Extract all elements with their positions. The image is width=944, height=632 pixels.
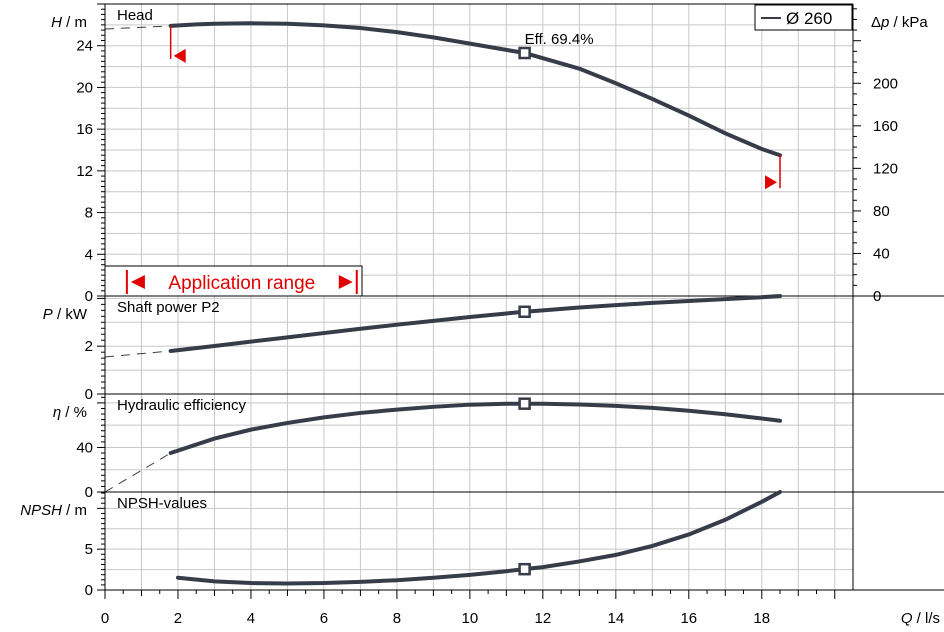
x-tick-label: 6 (320, 610, 328, 627)
power-curve (168, 294, 783, 353)
legend: Ø 260 (754, 4, 853, 31)
x-tick-label: 14 (607, 610, 624, 627)
y-axis-unit: kW (65, 306, 88, 323)
y-axis-sep: / (62, 502, 75, 519)
y-axis-unit: % (74, 404, 87, 421)
curve-extension (104, 25, 171, 30)
secondary-y-tick-label: 120 (873, 160, 898, 177)
y-axis-var: H (51, 14, 62, 31)
y-tick-label: 16 (76, 121, 93, 138)
y-axis-var: P (43, 306, 53, 323)
secondary-y-tick-label: 160 (873, 118, 898, 135)
y-tick-label: 5 (85, 541, 93, 558)
panel-title: NPSH-values (117, 495, 207, 512)
x-tick-label: 12 (535, 610, 552, 627)
curve-extension (104, 350, 171, 358)
secondary-y-axis-var: Δ (871, 14, 881, 31)
x-tick-label: 0 (101, 610, 109, 627)
y-tick-label: 20 (76, 79, 93, 96)
y-axis-label: η / % (53, 404, 87, 421)
x-axis-var: Q (901, 610, 913, 627)
npsh-curve (175, 490, 783, 586)
y-tick-label: 12 (76, 163, 93, 180)
y-tick-label: 0 (85, 288, 93, 305)
x-tick-label: 16 (680, 610, 697, 627)
y-tick-label: 0 (85, 582, 93, 599)
y-tick-label: 40 (76, 439, 93, 456)
operating-point-marker (518, 46, 531, 60)
panel-title: Hydraulic efficiency (117, 397, 246, 414)
x-tick-label: 8 (393, 610, 401, 627)
panel-title: Head (117, 7, 153, 24)
y-tick-label: 0 (85, 484, 93, 501)
secondary-y-axis-var-letter: p (880, 14, 889, 31)
efficiency-curve (168, 401, 783, 456)
range-end-arrow (765, 175, 778, 190)
panel-title: Shaft power P2 (117, 299, 220, 316)
y-axis-sep: / (62, 14, 75, 31)
y-tick-label: 24 (76, 38, 93, 55)
x-axis-label: Q / l/s (901, 610, 940, 627)
y-tick-label: 0 (85, 386, 93, 403)
x-axis-unit: l/s (925, 610, 940, 627)
application-range-box (104, 265, 363, 297)
y-axis-unit: m (75, 14, 88, 31)
secondary-y-tick-label: 80 (873, 203, 890, 220)
y-tick-label: 8 (85, 205, 93, 222)
y-axis-var: η (53, 404, 61, 421)
application-range-right-arrow (338, 275, 353, 289)
x-tick-label: 10 (462, 610, 479, 627)
operating-point-marker (518, 562, 531, 576)
secondary-y-axis-sep: / (889, 14, 902, 31)
y-axis-label: H / m (51, 14, 87, 31)
head-curve (168, 21, 783, 158)
y-axis-label: NPSH / m (20, 502, 87, 519)
x-tick-label: 2 (174, 610, 182, 627)
y-axis-sep: / (53, 306, 66, 323)
y-axis-label: P / kW (43, 306, 88, 323)
application-range-label: Application range (168, 273, 315, 294)
secondary-y-axis-unit: kPa (902, 14, 929, 31)
legend-label: Ø 260 (786, 9, 832, 28)
y-tick-label: 2 (85, 338, 93, 355)
range-start-arrow (173, 48, 186, 63)
x-axis-sep: / (912, 610, 925, 627)
secondary-y-axis-label: Δp / kPa (871, 14, 928, 31)
y-axis-sep: / (61, 404, 74, 421)
x-tick-label: 4 (247, 610, 255, 627)
curve-extension (104, 452, 171, 493)
operating-point-marker (518, 397, 531, 410)
secondary-y-tick-label: 200 (873, 75, 898, 92)
efficiency-annotation: Eff. 69.4% (525, 31, 594, 48)
y-tick-label: 4 (85, 246, 93, 263)
application-range-left-arrow (130, 275, 145, 289)
x-tick-label: 18 (753, 610, 770, 627)
secondary-y-tick-label: 40 (873, 245, 890, 262)
operating-point-marker (518, 305, 531, 319)
y-axis-unit: m (75, 502, 88, 519)
application-range: Application range (104, 265, 363, 297)
y-axis-var: NPSH (20, 502, 62, 519)
